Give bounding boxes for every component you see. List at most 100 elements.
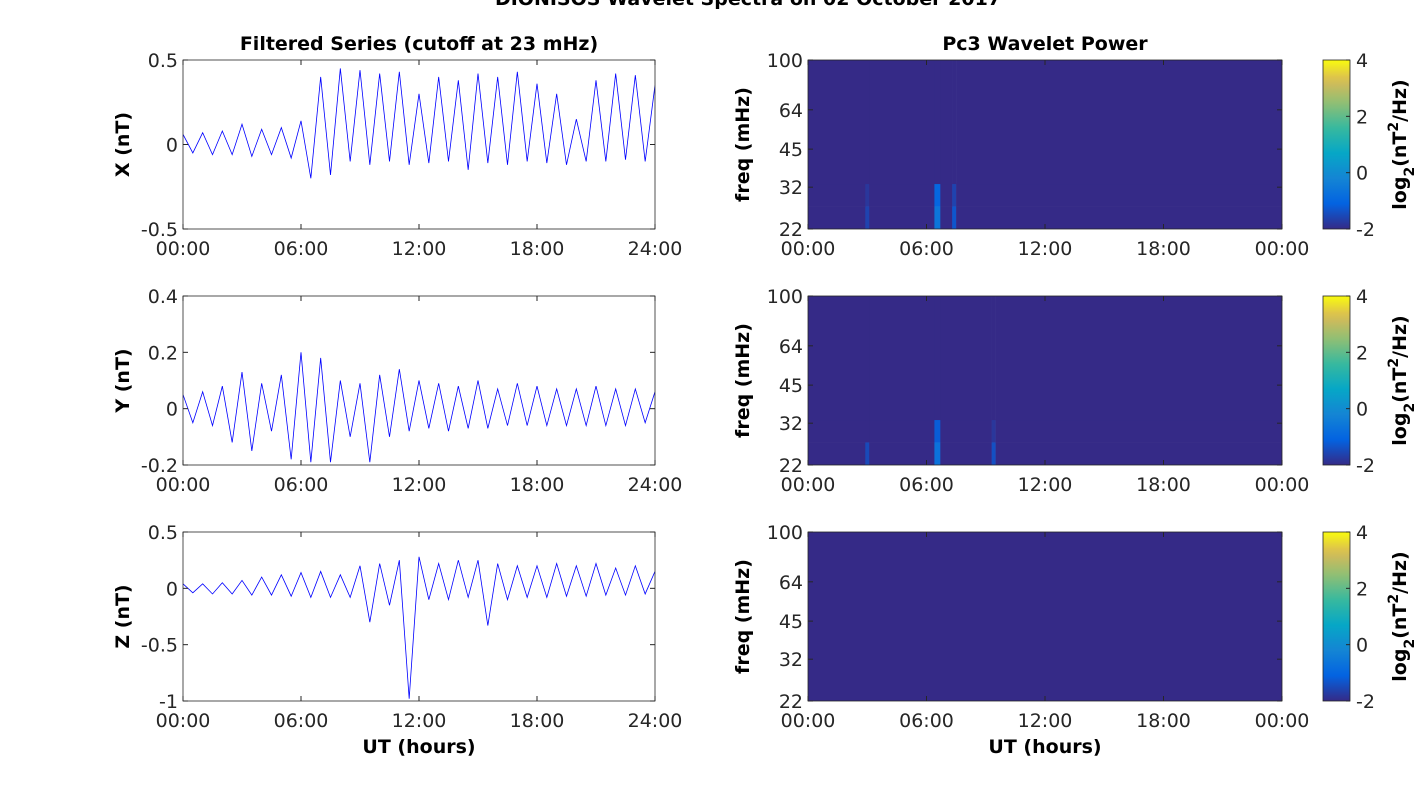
heatmap-cell bbox=[934, 296, 941, 421]
heatmap-cell bbox=[995, 442, 1282, 465]
y-tick-label: 100 bbox=[767, 50, 803, 72]
y-tick-label: 0 bbox=[166, 578, 178, 600]
y-tick-label: -1 bbox=[159, 691, 178, 713]
y-tick-label: -0.5 bbox=[141, 219, 178, 241]
heatmap-cell bbox=[934, 419, 941, 443]
x-tick-label: 00:00 bbox=[156, 238, 211, 260]
heatmap-cell bbox=[940, 206, 953, 229]
y-axis-label: X (nT) bbox=[112, 112, 134, 177]
label-part: /Hz) bbox=[1389, 79, 1411, 122]
heatmap-cell bbox=[865, 60, 870, 185]
x-tick-label: 06:00 bbox=[274, 710, 329, 732]
y-tick-label: 64 bbox=[779, 336, 803, 358]
colorbar bbox=[1322, 531, 1351, 702]
x-tick-label: 12:00 bbox=[1018, 710, 1073, 732]
label-part: (nT bbox=[1389, 368, 1411, 403]
heatmap-cell bbox=[940, 183, 953, 207]
x-tick-label: 00:00 bbox=[1255, 474, 1310, 496]
y-tick-label: 45 bbox=[779, 139, 803, 161]
series-line bbox=[183, 556, 655, 699]
y-axis-label: Z (nT) bbox=[112, 584, 134, 648]
x-tick-label: 24:00 bbox=[628, 710, 683, 732]
heatmap-cell bbox=[956, 206, 1282, 229]
heatmap-cell bbox=[869, 60, 935, 185]
axes-box bbox=[182, 59, 656, 230]
y-tick-label: 64 bbox=[779, 572, 803, 594]
x-tick-label: 06:00 bbox=[899, 474, 954, 496]
x-axis-label: UT (hours) bbox=[988, 736, 1101, 758]
heatmap-cell bbox=[808, 532, 1282, 701]
heatmap-cell bbox=[869, 419, 935, 443]
heatmap-cell bbox=[934, 206, 941, 229]
x-tick-label: 12:00 bbox=[392, 710, 447, 732]
label-part: (nT bbox=[1389, 604, 1411, 639]
colorbar-tick-label: 2 bbox=[1356, 578, 1368, 600]
y-tick-label: 32 bbox=[779, 413, 803, 435]
x-tick-label: 00:00 bbox=[781, 710, 836, 732]
x-tick-label: 24:00 bbox=[628, 474, 683, 496]
label-part: /Hz) bbox=[1389, 551, 1411, 594]
plot-area bbox=[183, 556, 655, 699]
label-sub: 2 bbox=[1402, 403, 1418, 413]
y-tick-label: 100 bbox=[767, 286, 803, 308]
x-tick-label: 18:00 bbox=[510, 238, 565, 260]
label-part: /Hz) bbox=[1389, 315, 1411, 358]
colorbar-tick-label: 2 bbox=[1356, 342, 1368, 364]
x-tick-label: 12:00 bbox=[1018, 474, 1073, 496]
heatmap-cell bbox=[956, 183, 1282, 207]
heatmap-cell bbox=[808, 296, 866, 421]
plot-area bbox=[183, 68, 655, 179]
x-tick-label: 06:00 bbox=[899, 710, 954, 732]
x-tick-label: 00:00 bbox=[1255, 710, 1310, 732]
plot-area bbox=[808, 532, 1282, 701]
colorbar-tick-label: 2 bbox=[1356, 106, 1368, 128]
heatmap-cell bbox=[991, 419, 996, 443]
heatmap-cell bbox=[865, 206, 870, 229]
heatmap-cell bbox=[991, 442, 996, 465]
heatmap-cell bbox=[808, 442, 866, 465]
heatmap-cell bbox=[995, 296, 1282, 421]
label-part: log bbox=[1389, 649, 1411, 682]
x-axis-label: UT (hours) bbox=[362, 736, 475, 758]
y-tick-label: 45 bbox=[779, 375, 803, 397]
colorbar bbox=[1322, 59, 1351, 230]
label-part: log bbox=[1389, 413, 1411, 446]
series-line bbox=[183, 68, 655, 179]
heatmap-cell bbox=[934, 60, 941, 185]
y-tick-label: 45 bbox=[779, 611, 803, 633]
y-tick-label: 100 bbox=[767, 522, 803, 544]
x-tick-label: 18:00 bbox=[510, 710, 565, 732]
heatmap-cell bbox=[934, 442, 941, 465]
heatmap-cell bbox=[865, 419, 870, 443]
colorbar-tick-label: -2 bbox=[1356, 691, 1375, 713]
heatmap-cell bbox=[869, 442, 935, 465]
heatmap-cell bbox=[940, 442, 992, 465]
series-line bbox=[183, 352, 655, 463]
colorbar-tick-label: 0 bbox=[1356, 163, 1368, 185]
y-tick-label: 22 bbox=[779, 455, 803, 477]
x-tick-label: 18:00 bbox=[510, 474, 565, 496]
heatmap-cell bbox=[940, 296, 992, 421]
heatmap-cell bbox=[952, 183, 957, 207]
figure-title: DIONISOS Wavelet Spectra on 02 October 2… bbox=[495, 0, 1001, 10]
heatmap-cell bbox=[869, 296, 935, 421]
label-sup: 2 bbox=[1386, 122, 1402, 132]
y-tick-label: 0.5 bbox=[148, 522, 178, 544]
y-axis-label: freq (mHz) bbox=[732, 323, 754, 438]
x-tick-label: 06:00 bbox=[899, 238, 954, 260]
y-tick-label: 64 bbox=[779, 100, 803, 122]
colorbar bbox=[1322, 295, 1351, 466]
plot-area bbox=[808, 60, 1282, 229]
colorbar-tick-label: -2 bbox=[1356, 455, 1375, 477]
y-tick-label: -0.2 bbox=[141, 455, 178, 477]
label-sub: 2 bbox=[1402, 167, 1418, 177]
label-part: log bbox=[1389, 177, 1411, 210]
plot-area bbox=[808, 296, 1282, 465]
heatmap-cell bbox=[869, 206, 935, 229]
y-tick-label: 22 bbox=[779, 219, 803, 241]
y-tick-label: 0 bbox=[166, 135, 178, 157]
colorbar-tick-label: 4 bbox=[1356, 522, 1368, 544]
heatmap-cell bbox=[934, 183, 941, 207]
x-tick-label: 00:00 bbox=[156, 710, 211, 732]
